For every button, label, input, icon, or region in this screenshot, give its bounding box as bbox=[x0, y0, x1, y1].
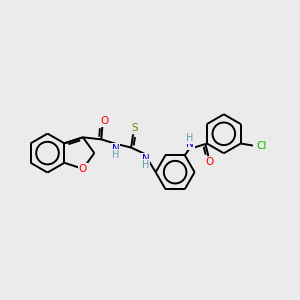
Text: H: H bbox=[186, 133, 194, 143]
Text: H: H bbox=[112, 150, 119, 160]
Text: O: O bbox=[100, 116, 109, 126]
Text: N: N bbox=[112, 144, 120, 154]
Text: S: S bbox=[132, 123, 139, 133]
Text: H: H bbox=[142, 160, 149, 170]
Text: N: N bbox=[186, 139, 194, 149]
Text: O: O bbox=[79, 164, 87, 174]
Text: Cl: Cl bbox=[256, 141, 266, 151]
Text: O: O bbox=[205, 158, 214, 167]
Text: N: N bbox=[142, 154, 149, 164]
